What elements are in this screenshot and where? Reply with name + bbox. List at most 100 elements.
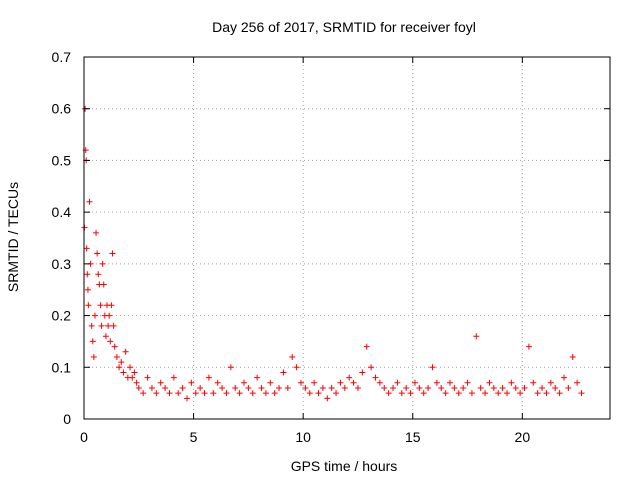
data-point <box>127 364 134 371</box>
y-tick-label: 0.1 <box>52 359 72 375</box>
chart-title: Day 256 of 2017, SRMTID for receiver foy… <box>212 19 476 35</box>
data-point <box>116 364 123 371</box>
data-point <box>425 384 432 391</box>
axis-ticks <box>83 56 610 420</box>
data-point <box>100 281 107 288</box>
data-point <box>133 379 140 386</box>
data-point <box>560 374 567 381</box>
data-point <box>390 384 397 391</box>
data-point <box>108 302 115 309</box>
data-point <box>84 271 91 278</box>
y-axis-label: SRMTID / TECUs <box>5 182 21 292</box>
data-point <box>359 369 366 376</box>
data-point <box>460 384 467 391</box>
data-point <box>385 390 392 397</box>
data-point <box>110 322 117 329</box>
data-point <box>451 384 458 391</box>
y-tick-label: 0 <box>63 411 71 427</box>
data-point <box>530 379 537 386</box>
data-point <box>219 384 226 391</box>
x-tick-label: 10 <box>295 429 311 445</box>
data-point <box>249 390 256 397</box>
x-tick-label: 20 <box>515 429 531 445</box>
data-point <box>350 379 357 386</box>
data-point <box>102 333 109 340</box>
data-point <box>197 384 204 391</box>
data-point <box>429 364 436 371</box>
data-point <box>508 379 515 386</box>
data-point <box>482 390 489 397</box>
data-point <box>140 390 147 397</box>
data-point <box>131 369 138 376</box>
data-point <box>93 229 100 236</box>
data-point <box>333 390 340 397</box>
data-point <box>486 379 493 386</box>
data-point <box>477 384 484 391</box>
data-point <box>254 374 261 381</box>
data-point <box>192 390 199 397</box>
data-point <box>420 390 427 397</box>
data-point <box>311 379 318 386</box>
data-point <box>86 198 93 205</box>
data-point <box>368 364 375 371</box>
data-point <box>111 343 118 350</box>
data-point <box>107 338 114 345</box>
data-point <box>175 390 182 397</box>
data-point <box>135 384 142 391</box>
data-point <box>129 374 136 381</box>
data-point <box>499 384 506 391</box>
data-point <box>442 390 449 397</box>
data-point <box>455 390 462 397</box>
data-point <box>97 302 104 309</box>
data-point <box>85 302 92 309</box>
data-point <box>354 384 361 391</box>
data-point <box>188 379 195 386</box>
data-point <box>223 390 230 397</box>
data-point <box>179 384 186 391</box>
y-tick-label: 0.7 <box>52 49 72 65</box>
data-point <box>89 338 96 345</box>
y-tick-label: 0.2 <box>52 308 72 324</box>
data-point <box>473 333 480 340</box>
data-point <box>341 384 348 391</box>
data-point <box>271 390 278 397</box>
data-point <box>258 384 265 391</box>
data-point <box>302 384 309 391</box>
y-tick-label: 0.4 <box>52 204 72 220</box>
x-tick-label: 5 <box>190 429 198 445</box>
data-point <box>205 374 212 381</box>
x-tick-label: 0 <box>80 429 88 445</box>
data-point <box>539 384 546 391</box>
data-point <box>90 353 97 360</box>
data-point <box>88 322 95 329</box>
data-point <box>280 369 287 376</box>
y-tick-label: 0.3 <box>52 256 72 272</box>
y-tick-label: 0.5 <box>52 152 72 168</box>
data-point <box>83 245 90 252</box>
data-point <box>512 384 519 391</box>
data-point <box>569 353 576 360</box>
data-point <box>214 379 221 386</box>
data-point <box>113 353 120 360</box>
data-point <box>162 384 169 391</box>
data-point <box>262 390 269 397</box>
data-point <box>306 390 313 397</box>
data-point <box>106 312 113 319</box>
data-point <box>170 374 177 381</box>
x-axis-label: GPS time / hours <box>291 458 398 474</box>
data-point <box>381 384 388 391</box>
data-point <box>166 390 173 397</box>
data-point <box>240 379 247 386</box>
data-point <box>84 286 91 293</box>
data-point <box>120 369 127 376</box>
data-point <box>543 390 550 397</box>
data-point <box>99 260 106 267</box>
grid <box>84 57 610 419</box>
data-point <box>578 390 585 397</box>
data-point <box>118 359 125 366</box>
data-point <box>363 343 370 350</box>
data-point <box>565 384 572 391</box>
plot-frame <box>83 56 611 420</box>
data-point <box>297 379 304 386</box>
